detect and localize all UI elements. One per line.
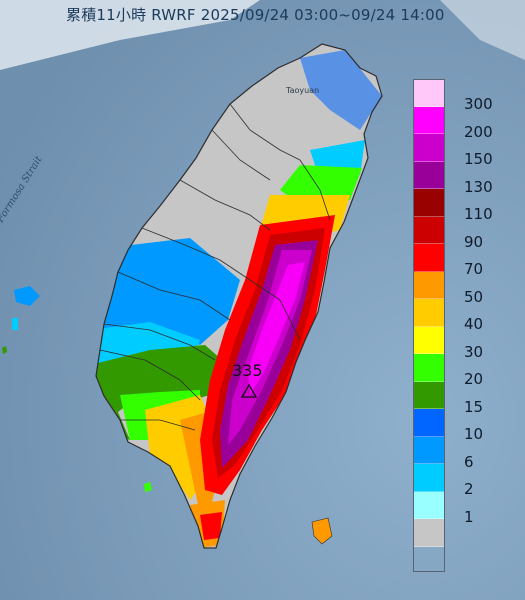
legend-label: 200	[464, 122, 493, 141]
legend-swatch	[413, 491, 445, 519]
legend-swatch	[413, 436, 445, 464]
legend-swatch	[413, 134, 445, 162]
legend-label: 20	[464, 370, 484, 388]
legend-row: 110	[413, 189, 523, 223]
legend-row: 130	[413, 161, 523, 196]
legend-label: 10	[464, 425, 484, 443]
legend-row: 6	[413, 436, 523, 471]
legend-swatch	[413, 354, 445, 382]
legend-label: 30	[464, 342, 484, 361]
legend-swatch	[413, 216, 445, 244]
legend-row: 70	[413, 244, 523, 278]
legend-swatch	[413, 79, 445, 107]
triangle-marker-icon	[241, 384, 257, 398]
legend-label: 1	[464, 508, 474, 526]
county-borders	[99, 103, 331, 431]
legend-label: 2	[464, 480, 474, 498]
legend-row: 150	[413, 134, 523, 168]
legend-row: 200	[413, 106, 523, 141]
legend-label: 150	[464, 150, 493, 168]
legend-row: 300	[413, 79, 523, 113]
legend-row: 1	[413, 491, 523, 519]
legend-swatch	[413, 244, 445, 272]
legend-swatch	[413, 106, 445, 134]
cloud-top-left	[0, 0, 260, 70]
island-outline	[95, 43, 383, 549]
legend-row: 30	[413, 326, 523, 361]
legend-swatch	[413, 464, 445, 492]
legend-swatch	[413, 271, 445, 299]
legend-swatch	[413, 299, 445, 327]
legend-label: 300	[464, 95, 493, 113]
cloud-top-right	[440, 0, 525, 60]
place-label-taoyuan: Taoyuan	[286, 86, 320, 95]
legend-label: 50	[464, 287, 484, 306]
legend-row: 10	[413, 409, 523, 443]
peak-rainfall-value: 335	[232, 361, 263, 380]
legend-label: 110	[464, 205, 493, 223]
legend-label: 70	[464, 260, 484, 278]
legend-row: 20	[413, 354, 523, 388]
legend-row: 2	[413, 464, 523, 498]
legend-swatch	[413, 189, 445, 217]
rainfall-legend: 30020015013011090705040302015106211	[413, 79, 523, 547]
legend-swatch	[413, 409, 445, 437]
legend-swatch	[413, 381, 445, 409]
map-title: 累積11小時 RWRF 2025/09/24 03:00~09/24 14:00	[66, 6, 445, 24]
legend-row: 50	[413, 271, 523, 306]
legend-row: 40	[413, 299, 523, 333]
legend-label: 6	[464, 452, 474, 471]
offshore-islands	[2, 286, 333, 545]
legend-swatch	[413, 519, 445, 547]
legend-swatch	[413, 161, 445, 189]
legend-label: 15	[464, 397, 484, 416]
legend-row: 90	[413, 216, 523, 251]
legend-swatch	[413, 326, 445, 354]
legend-row: 1	[413, 508, 523, 547]
legend-label: 40	[464, 315, 484, 333]
legend-label: 130	[464, 177, 493, 196]
legend-label: 90	[464, 232, 484, 251]
legend-row: 15	[413, 381, 523, 416]
